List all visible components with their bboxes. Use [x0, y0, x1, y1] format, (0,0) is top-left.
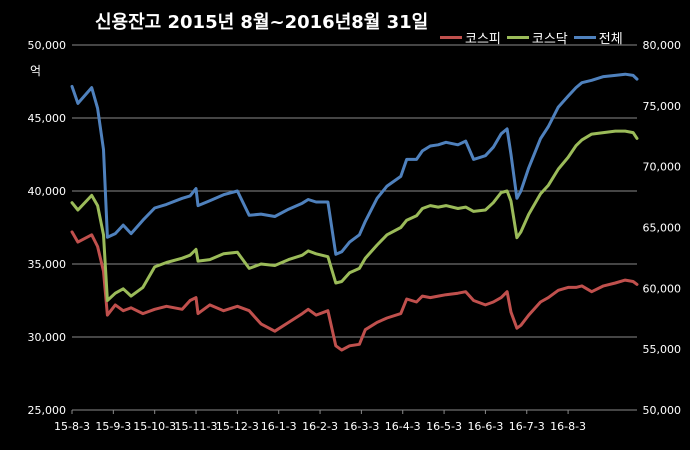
x-tick-label: 16-5-3: [426, 420, 462, 433]
right-tick-label: 80,000: [643, 39, 682, 52]
chart-title: 신용잔고 2015년 8월~2016년8월 31일: [95, 12, 429, 33]
x-tick-label: 15-9-3: [95, 420, 131, 433]
legend-item-total: 전체: [573, 28, 623, 47]
legend-swatch-total: [573, 36, 596, 39]
legend-label-total: 전체: [598, 32, 623, 47]
series-kospi-line: [70, 230, 639, 352]
x-tick-label: 16-4-3: [385, 420, 421, 433]
left-tick-label: 35,000: [28, 258, 67, 271]
right-tick-label: 70,000: [643, 161, 682, 174]
x-tick-label: 16-6-3: [467, 420, 503, 433]
legend-item-kospi: 코스피: [440, 28, 501, 47]
series-kosdaq-line: [70, 129, 639, 302]
x-tick-label: 15-10-3: [133, 420, 176, 433]
left-tick-label: 45,000: [28, 112, 67, 125]
right-tick-label: 55,000: [643, 343, 682, 356]
legend-item-kosdaq: 코스닥: [506, 28, 568, 47]
right-tick-label: 75,000: [643, 100, 682, 113]
x-tick-label: 16-7-3: [509, 420, 545, 433]
x-tick-label: 16-3-3: [343, 420, 379, 433]
legend-label-kosdaq: 코스닥: [531, 32, 568, 47]
x-tick-label: 16-1-3: [261, 420, 297, 433]
legend-swatch-kosdaq: [506, 36, 529, 39]
right-tick-label: 65,000: [643, 222, 682, 235]
right-tick-label: 60,000: [643, 282, 682, 295]
left-tick-label: 50,000: [28, 39, 67, 52]
left-axis-unit: 억: [30, 64, 42, 78]
x-tick-label: 16-2-3: [302, 420, 338, 433]
series-total-line: [70, 72, 639, 256]
left-tick-label: 40,000: [28, 185, 67, 198]
right-tick-label: 50,000: [643, 404, 682, 417]
x-tick-label: 16-8-3: [550, 420, 586, 433]
x-tick-label: 15-11-3: [175, 420, 218, 433]
x-tick-label: 15-8-3: [54, 420, 90, 433]
left-tick-label: 25,000: [28, 404, 67, 417]
x-tick-label: 15-12-3: [216, 420, 259, 433]
legend-swatch-kospi: [440, 36, 462, 39]
legend: 코스피 코스닥 전체: [440, 28, 629, 47]
legend-label-kospi: 코스피: [465, 32, 501, 47]
left-tick-label: 30,000: [28, 331, 67, 344]
